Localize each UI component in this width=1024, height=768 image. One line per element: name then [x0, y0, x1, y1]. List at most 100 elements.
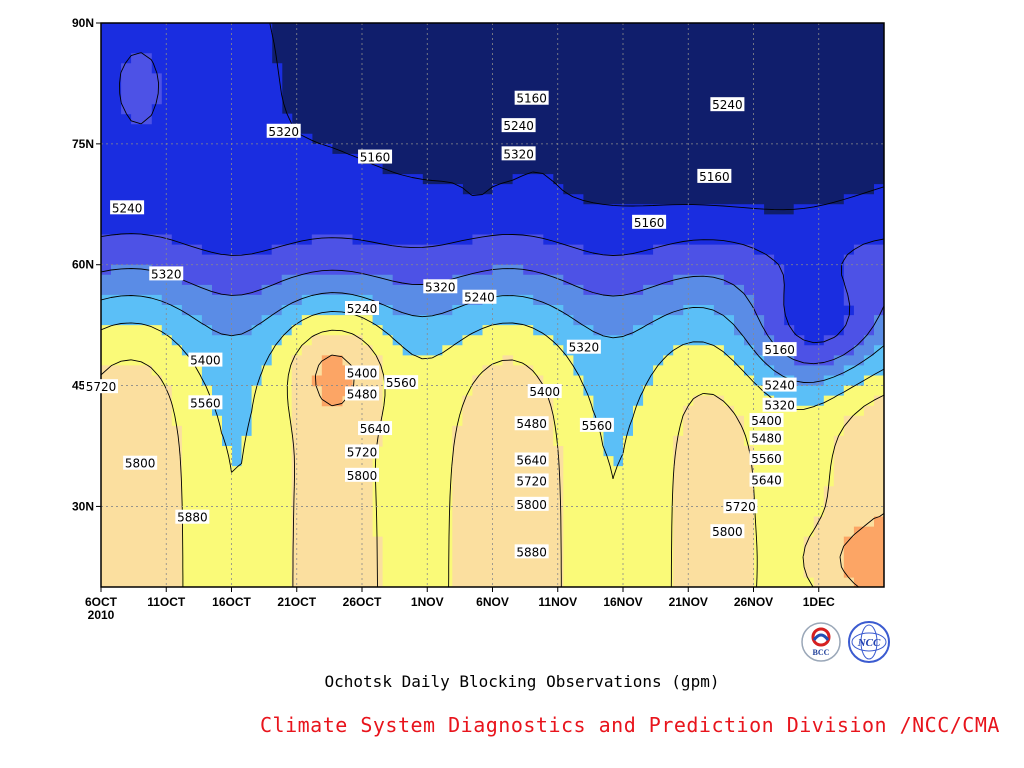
x-tick-label: 1NOV [411, 595, 444, 609]
contour-label: 5480 [514, 416, 549, 431]
contour-label-text: 5480 [751, 432, 782, 446]
contour-label-text: 5560 [751, 452, 782, 466]
contour-label: 5160 [358, 149, 393, 165]
contour-label: 5640 [514, 452, 549, 468]
contour-label: 5800 [514, 496, 549, 512]
contour-label-text: 5160 [699, 170, 730, 184]
bcc-logo-text: BCC [813, 648, 830, 657]
contour-label-text: 5400 [529, 385, 560, 399]
contour-labels: 5160 5240 5320 5240 5160 5160 5160 5320 5240 5320… [84, 90, 797, 559]
contour-label-text: 5320 [268, 125, 299, 139]
contour-label: 5640 [749, 472, 784, 488]
contour-label: 5240 [762, 377, 797, 393]
contour-fills [101, 23, 884, 587]
y-tick-label: 30N [72, 499, 94, 513]
contour-label: 5400 [749, 413, 784, 428]
ncc-logo: NCC [848, 621, 890, 663]
contour-label: 5240 [345, 301, 379, 316]
contour-label-text: 5800 [712, 525, 743, 539]
contour-label: 5160 [632, 214, 667, 230]
contour-label-text: 5880 [516, 545, 547, 559]
contour-label: 5240 [462, 289, 497, 305]
x-tick-label: 16NOV [603, 595, 642, 609]
contour-band [101, 294, 884, 467]
contour-label: 5640 [358, 421, 393, 436]
contour-label-text: 5240 [347, 302, 378, 316]
contour-label-text: 5560 [190, 396, 221, 410]
x-tick-label: 6NOV [476, 595, 509, 609]
contour-label: 5240 [501, 118, 536, 133]
contour-label: 5320 [566, 339, 601, 355]
contour-label: 5240 [710, 97, 745, 112]
contour-label-text: 5480 [516, 417, 547, 431]
x-tick-label: 21OCT [277, 595, 316, 609]
credit-text: Climate System Diagnostics and Predictio… [260, 713, 1000, 737]
contour-label: 5320 [762, 397, 797, 413]
contour-label: 5160 [762, 342, 797, 357]
contour-label-text: 5400 [347, 366, 378, 380]
contour-label: 5160 [697, 168, 732, 184]
contour-label: 5320 [266, 123, 301, 139]
contour-label: 5320 [501, 146, 536, 161]
contour-label-text: 5160 [516, 92, 547, 106]
x-tick-label: 6OCT [85, 595, 118, 609]
contour-label-text: 5160 [634, 216, 665, 230]
y-tick-label: 75N [72, 137, 94, 151]
contour-line [101, 52, 884, 344]
y-tick-label: 60N [72, 258, 94, 272]
contour-label-text: 5320 [425, 280, 456, 294]
x-tick-label: 1DEC [803, 595, 835, 609]
x-tick-label: 26NOV [734, 595, 773, 609]
y-tick-label: 90N [72, 16, 94, 30]
contour-label: 5720 [723, 499, 758, 514]
contour-label-text: 5240 [764, 379, 795, 393]
contour-line [101, 329, 884, 587]
contour-label-text: 5160 [360, 151, 391, 165]
contour-line [101, 268, 884, 365]
contour-label: 5400 [345, 365, 379, 380]
contour-label: 5880 [514, 544, 549, 559]
x-tick-label: 11OCT [147, 595, 186, 609]
contour-label: 5800 [710, 524, 745, 539]
contour-label: 5400 [188, 352, 223, 368]
contour-label: 5560 [188, 395, 223, 410]
x-tick-label: 16OCT [212, 595, 251, 609]
contour-label: 5480 [345, 386, 379, 401]
x-year-label: 2010 [88, 608, 115, 622]
contour-label: 5720 [345, 444, 379, 459]
contour-label-text: 5240 [464, 291, 495, 305]
x-tick-label: 26OCT [343, 595, 382, 609]
contour-label-text: 5640 [751, 474, 782, 488]
contour-label-text: 5320 [764, 399, 795, 413]
contour-band [271, 23, 884, 215]
contour-label: 5720 [514, 473, 549, 488]
contour-label-text: 5400 [751, 414, 782, 428]
contour-label-text: 5320 [503, 147, 534, 161]
contour-label: 5800 [345, 467, 379, 483]
grid-lines [101, 23, 884, 587]
contour-label: 5800 [123, 455, 158, 471]
logos: BCC NCC [801, 621, 890, 663]
contour-band [101, 264, 884, 387]
contour-label-text: 5640 [516, 454, 547, 468]
contour-label-text: 5560 [386, 376, 417, 390]
contour-label-text: 5560 [582, 419, 613, 433]
contour-label: 5400 [527, 384, 562, 399]
contour-label-text: 5880 [177, 511, 208, 525]
contour-line [101, 310, 884, 480]
contour-label: 5160 [514, 90, 549, 106]
x-tick-label: 21NOV [669, 595, 708, 609]
contour-label: 5880 [175, 509, 210, 525]
contour-label-text: 5160 [764, 343, 795, 357]
contour-label-text: 5720 [516, 474, 547, 488]
contour-label: 5560 [749, 450, 784, 466]
contour-label-text: 5240 [712, 98, 743, 112]
contour-label-text: 5800 [347, 469, 378, 483]
chart-title: Ochotsk Daily Blocking Observations (gpm… [324, 672, 720, 691]
contour-label-text: 5320 [569, 341, 600, 355]
x-tick-label: 11NOV [538, 595, 577, 609]
contour-label: 5480 [749, 430, 784, 446]
contour-label-text: 5720 [86, 380, 117, 394]
contour-label-text: 5240 [503, 119, 534, 133]
